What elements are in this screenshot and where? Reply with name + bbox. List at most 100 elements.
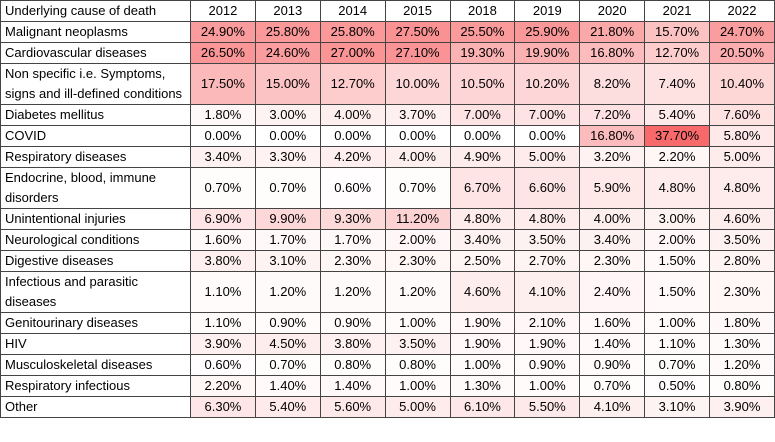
value-cell: 4.00% bbox=[319, 104, 386, 126]
value-cell: 0.00% bbox=[514, 125, 581, 147]
table-row: Neurological conditions 1.60% 1.70% 1.70% 2.… bbox=[0, 229, 775, 251]
value-cell: 1.20% bbox=[709, 354, 775, 376]
value-cell: 24.60% bbox=[254, 42, 321, 64]
value-cell: 3.90% bbox=[190, 333, 256, 355]
value-cell: 10.40% bbox=[709, 63, 775, 105]
value-cell: 0.60% bbox=[190, 354, 256, 376]
value-cell: 4.20% bbox=[319, 146, 386, 168]
value-cell: 0.60% bbox=[319, 167, 386, 209]
value-cell: 3.80% bbox=[190, 250, 256, 272]
value-cell: 0.50% bbox=[644, 375, 710, 397]
value-cell: 0.90% bbox=[254, 312, 321, 334]
row-label: Malignant neoplasms bbox=[0, 21, 191, 43]
table-row: Musculoskeletal diseases 0.60% 0.70% 0.80% 0… bbox=[0, 354, 775, 376]
value-cell: 0.80% bbox=[319, 354, 386, 376]
value-cell: 3.00% bbox=[254, 104, 321, 126]
value-cell: 0.70% bbox=[579, 375, 646, 397]
row-label: Musculoskeletal diseases bbox=[0, 354, 191, 376]
value-cell: 1.00% bbox=[449, 354, 516, 376]
value-cell: 4.80% bbox=[449, 208, 516, 230]
value-cell: 15.70% bbox=[644, 21, 710, 43]
value-cell: 19.90% bbox=[514, 42, 581, 64]
table-row: Endocrine, blood, immune disorders 0.70% 0… bbox=[0, 167, 775, 209]
value-cell: 5.60% bbox=[319, 396, 386, 418]
value-cell: 3.80% bbox=[319, 333, 386, 355]
table-row: Other 6.30% 5.40% 5.60% 5.00% 6.10% 5.50% 4.10%… bbox=[0, 396, 775, 418]
value-cell: 15.00% bbox=[254, 63, 321, 105]
value-cell: 4.60% bbox=[449, 271, 516, 313]
value-cell: 12.70% bbox=[644, 42, 710, 64]
header-cell: 2012 bbox=[190, 0, 256, 22]
value-cell: 3.50% bbox=[384, 333, 451, 355]
value-cell: 19.30% bbox=[449, 42, 516, 64]
value-cell: 37.70% bbox=[644, 125, 710, 147]
value-cell: 1.00% bbox=[514, 375, 581, 397]
value-cell: 10.50% bbox=[449, 63, 516, 105]
row-label: Genitourinary diseases bbox=[0, 312, 191, 334]
value-cell: 8.20% bbox=[579, 63, 646, 105]
value-cell: 1.90% bbox=[449, 333, 516, 355]
value-cell: 1.90% bbox=[449, 312, 516, 334]
value-cell: 2.20% bbox=[190, 375, 256, 397]
row-label: HIV bbox=[0, 333, 191, 355]
value-cell: 1.00% bbox=[384, 312, 451, 334]
value-cell: 0.90% bbox=[514, 354, 581, 376]
table-row: Non specific i.e. Symptoms, signs and il… bbox=[0, 63, 775, 105]
value-cell: 6.90% bbox=[190, 208, 256, 230]
value-cell: 3.50% bbox=[709, 229, 775, 251]
value-cell: 24.70% bbox=[709, 21, 775, 43]
value-cell: 1.50% bbox=[644, 250, 710, 272]
table-row: Diabetes mellitus 1.80% 3.00% 4.00% 3.70% 7.0… bbox=[0, 104, 775, 126]
value-cell: 1.00% bbox=[644, 312, 710, 334]
value-cell: 0.80% bbox=[709, 375, 775, 397]
value-cell: 2.70% bbox=[514, 250, 581, 272]
value-cell: 4.80% bbox=[644, 167, 710, 209]
value-cell: 4.50% bbox=[254, 333, 321, 355]
value-cell: 5.80% bbox=[709, 125, 775, 147]
value-cell: 1.00% bbox=[384, 375, 451, 397]
value-cell: 11.20% bbox=[384, 208, 451, 230]
data-table: Underlying cause of death 2012 2013 2014 201… bbox=[0, 0, 775, 418]
value-cell: 7.40% bbox=[644, 63, 710, 105]
value-cell: 9.30% bbox=[319, 208, 386, 230]
value-cell: 5.00% bbox=[709, 146, 775, 168]
value-cell: 26.50% bbox=[190, 42, 256, 64]
value-cell: 1.60% bbox=[190, 229, 256, 251]
value-cell: 4.10% bbox=[514, 271, 581, 313]
value-cell: 27.10% bbox=[384, 42, 451, 64]
value-cell: 1.20% bbox=[319, 271, 386, 313]
value-cell: 0.00% bbox=[319, 125, 386, 147]
row-label: Digestive diseases bbox=[0, 250, 191, 272]
header-cell: 2015 bbox=[384, 0, 451, 22]
value-cell: 0.00% bbox=[254, 125, 321, 147]
value-cell: 2.00% bbox=[644, 229, 710, 251]
table-row: Cardiovascular diseases 26.50% 24.60% 27.00… bbox=[0, 42, 775, 64]
header-cell: 2014 bbox=[319, 0, 386, 22]
value-cell: 4.60% bbox=[709, 208, 775, 230]
row-label: Non specific i.e. Symptoms, signs and il… bbox=[0, 63, 191, 105]
value-cell: 6.30% bbox=[190, 396, 256, 418]
value-cell: 2.50% bbox=[449, 250, 516, 272]
value-cell: 3.00% bbox=[644, 208, 710, 230]
value-cell: 2.10% bbox=[514, 312, 581, 334]
row-label: Endocrine, blood, immune disorders bbox=[0, 167, 191, 209]
table-row: COVID 0.00% 0.00% 0.00% 0.00% 0.00% 0.00% 16.80… bbox=[0, 125, 775, 147]
value-cell: 21.80% bbox=[579, 21, 646, 43]
table-row: Infectious and parasitic diseases 1.10% 1.… bbox=[0, 271, 775, 313]
value-cell: 1.10% bbox=[644, 333, 710, 355]
value-cell: 17.50% bbox=[190, 63, 256, 105]
header-cell: 2013 bbox=[254, 0, 321, 22]
value-cell: 2.40% bbox=[579, 271, 646, 313]
header-cell: Underlying cause of death bbox=[0, 0, 191, 22]
value-cell: 16.80% bbox=[579, 42, 646, 64]
value-cell: 10.00% bbox=[384, 63, 451, 105]
value-cell: 3.40% bbox=[190, 146, 256, 168]
row-label: Neurological conditions bbox=[0, 229, 191, 251]
value-cell: 27.00% bbox=[319, 42, 386, 64]
value-cell: 3.30% bbox=[254, 146, 321, 168]
value-cell: 1.60% bbox=[579, 312, 646, 334]
value-cell: 1.70% bbox=[254, 229, 321, 251]
row-label: Cardiovascular diseases bbox=[0, 42, 191, 64]
value-cell: 3.10% bbox=[254, 250, 321, 272]
